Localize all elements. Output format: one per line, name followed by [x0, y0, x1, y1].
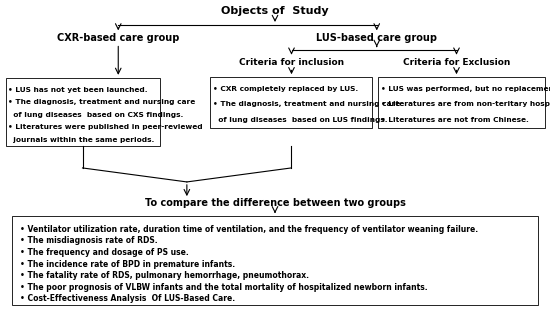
Text: journals within the same periods.: journals within the same periods.: [8, 137, 154, 143]
Text: • Cost-Effectiveness Analysis  Of LUS-Based Care.: • Cost-Effectiveness Analysis Of LUS-Bas…: [20, 295, 235, 304]
FancyBboxPatch shape: [210, 77, 372, 128]
Text: CXR-based care group: CXR-based care group: [57, 33, 179, 43]
Text: • The misdiagnosis rate of RDS.: • The misdiagnosis rate of RDS.: [20, 236, 158, 245]
Text: • The diagnosis, treatment and nursing care: • The diagnosis, treatment and nursing c…: [8, 99, 195, 105]
Text: • Literatures were published in peer-reviewed: • Literatures were published in peer-rev…: [8, 124, 202, 130]
Text: • The poor prognosis of VLBW infants and the total mortality of hospitalized new: • The poor prognosis of VLBW infants and…: [20, 283, 427, 292]
Text: To compare the difference between two groups: To compare the difference between two gr…: [145, 198, 405, 208]
Text: of lung diseases  based on LUS findings.: of lung diseases based on LUS findings.: [212, 117, 387, 123]
FancyBboxPatch shape: [378, 77, 544, 128]
Text: • The incidence rate of BPD in premature infants.: • The incidence rate of BPD in premature…: [20, 259, 235, 268]
Text: • LUS has not yet been launched.: • LUS has not yet been launched.: [8, 86, 147, 92]
FancyBboxPatch shape: [12, 216, 538, 305]
Text: of lung diseases  based on CXS findings.: of lung diseases based on CXS findings.: [8, 112, 183, 118]
Text: LUS-based care group: LUS-based care group: [316, 33, 437, 43]
FancyBboxPatch shape: [6, 78, 159, 146]
Text: • CXR completely replaced by LUS.: • CXR completely replaced by LUS.: [212, 86, 358, 92]
Text: Criteria for Exclusion: Criteria for Exclusion: [403, 58, 510, 67]
Text: • Literatures are not from Chinese.: • Literatures are not from Chinese.: [381, 117, 529, 123]
Text: • Ventilator utilization rate, duration time of ventilation, and the frequency o: • Ventilator utilization rate, duration …: [20, 225, 478, 234]
Text: • The diagnosis, treatment and nursing care: • The diagnosis, treatment and nursing c…: [212, 101, 400, 107]
Text: • LUS was performed, but no replacement of CXR.: • LUS was performed, but no replacement …: [381, 86, 550, 92]
Text: Objects of  Study: Objects of Study: [221, 6, 329, 16]
Text: • Literatures are from non-teritary hospitals.: • Literatures are from non-teritary hosp…: [381, 101, 550, 107]
Text: • The fatality rate of RDS, pulmonary hemorrhage, pneumothorax.: • The fatality rate of RDS, pulmonary he…: [20, 271, 309, 280]
Text: • The frequency and dosage of PS use.: • The frequency and dosage of PS use.: [20, 248, 189, 257]
Text: Criteria for inclusion: Criteria for inclusion: [239, 58, 344, 67]
